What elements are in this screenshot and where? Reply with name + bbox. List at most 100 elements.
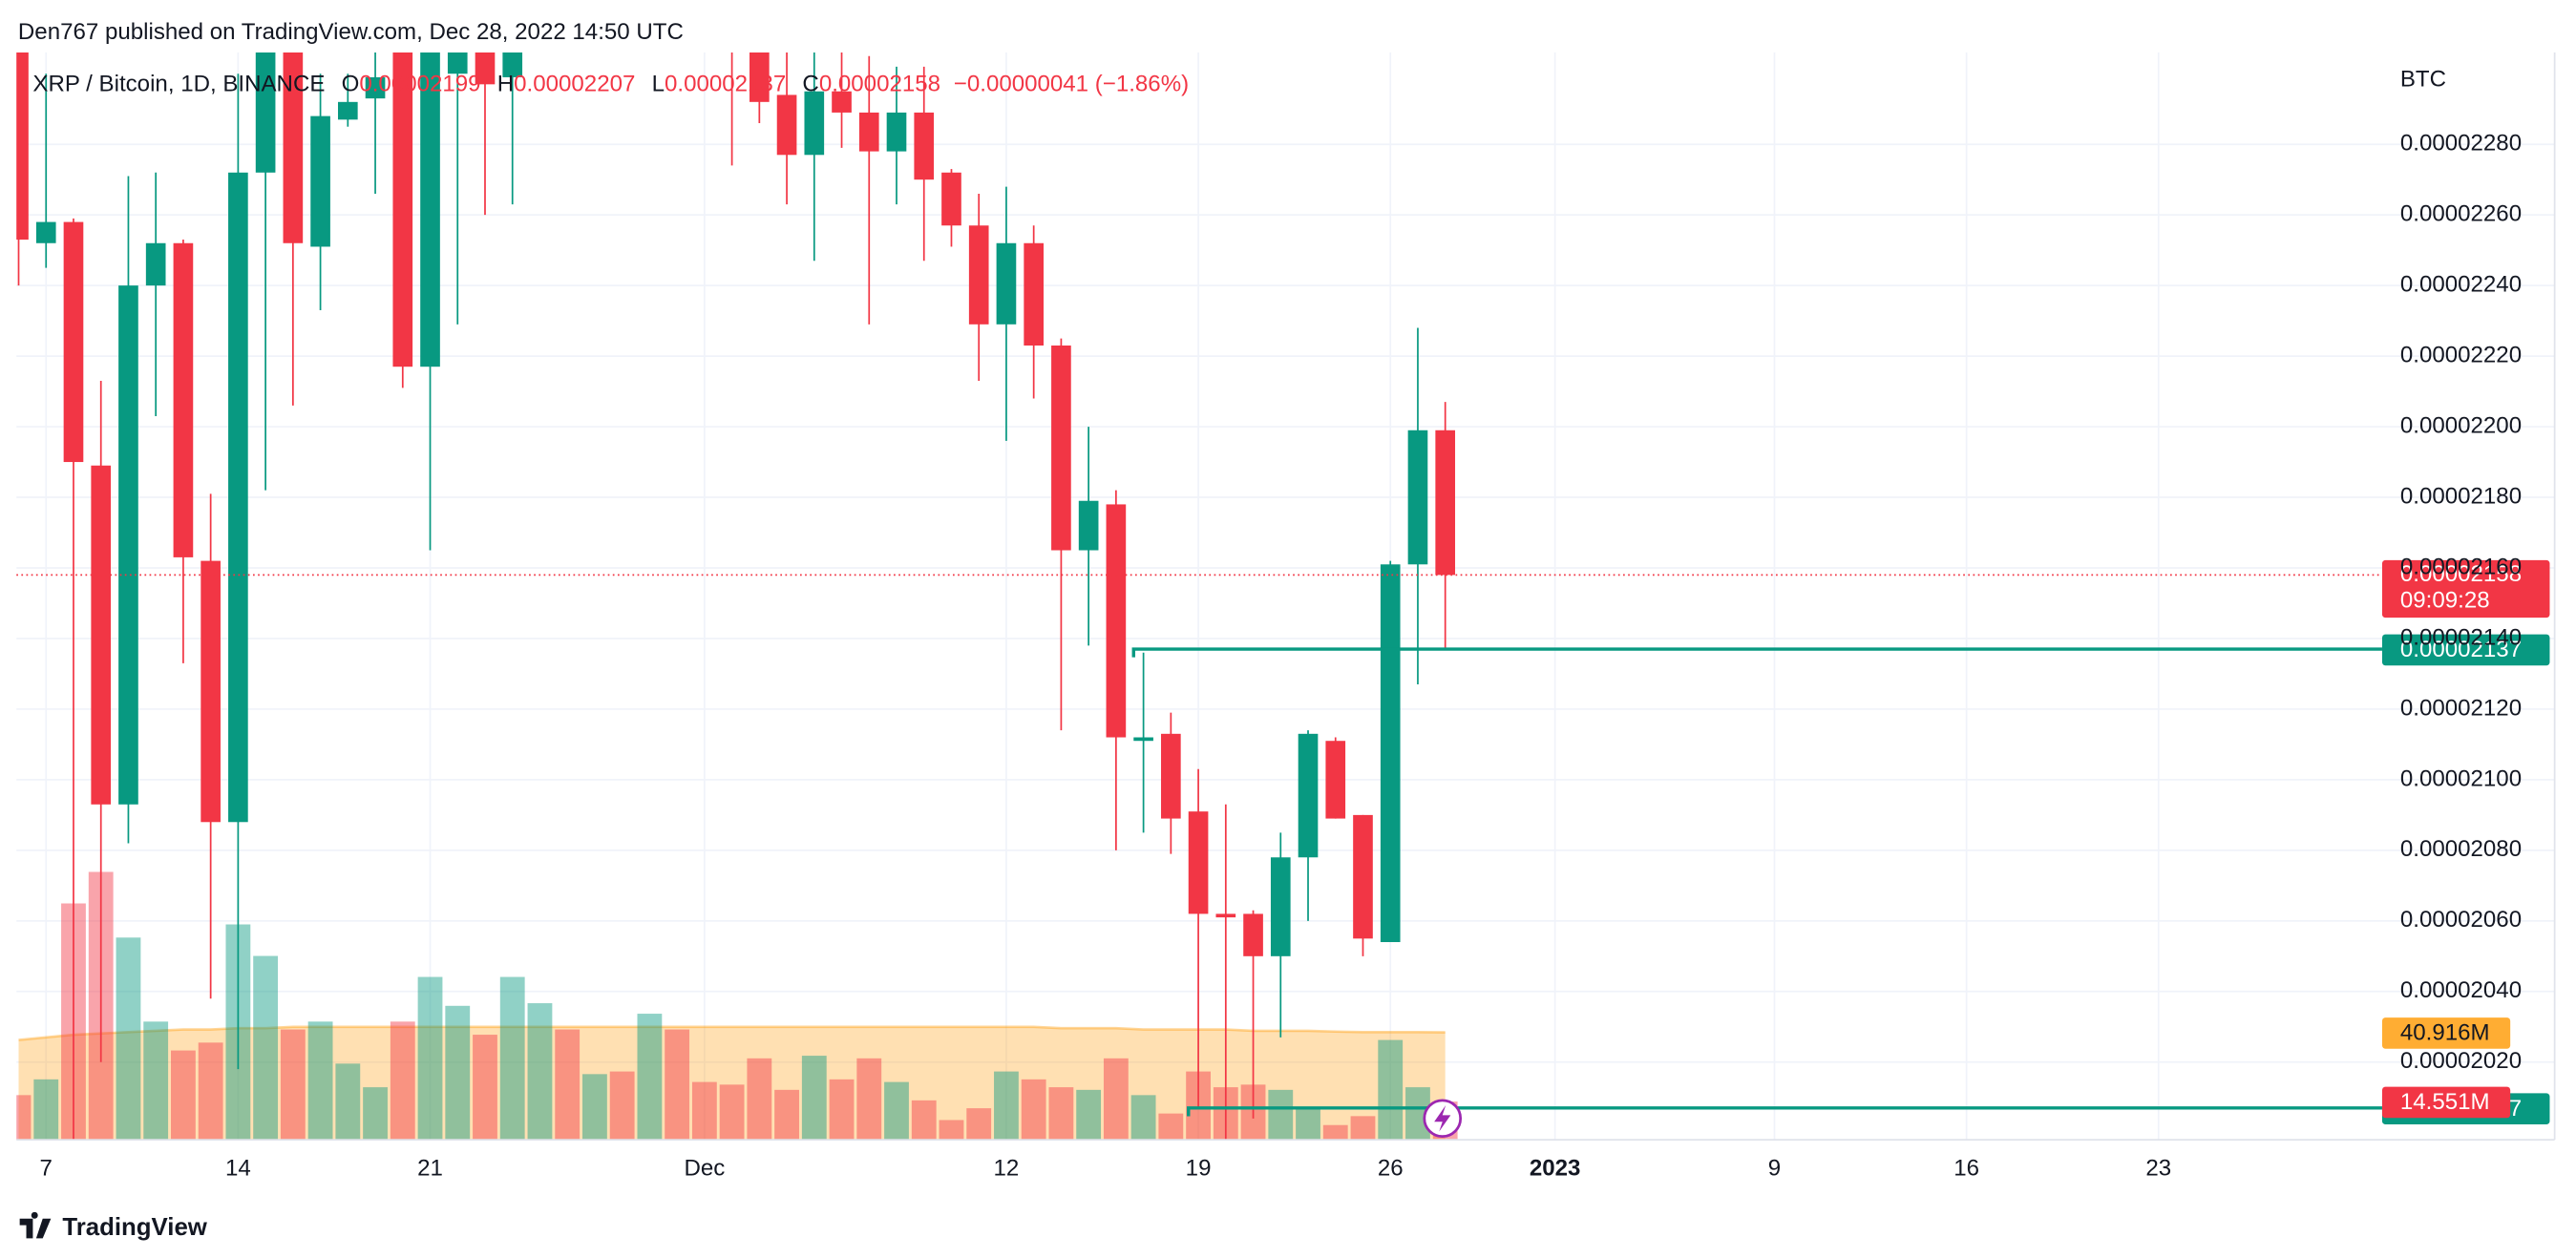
candle-body [63,221,84,463]
volume-bar [1076,1089,1102,1141]
volume-bar [665,1029,690,1141]
volume-bar [719,1084,745,1141]
brand: TradingView [62,1214,207,1241]
volume-bar [747,1058,772,1141]
volume-ma-line [18,1025,1446,1041]
candle-body [392,52,413,367]
volume-bar [445,1005,471,1141]
volume-bar [939,1120,964,1141]
candle-body [1133,737,1153,742]
candle-body [16,52,29,241]
candle-body [1353,814,1373,939]
volume-bar [390,1021,415,1141]
price-lines: 0.0000215809:09:280.000021370.0000200740… [16,559,2550,1125]
volume-ma-label: 40.916M [2400,1020,2490,1046]
y-tick-label: 0.00002080 [2400,836,2522,862]
candle-body [695,0,715,3]
x-tick-label: Dec [684,1155,725,1181]
candle-body [858,112,879,152]
last-price-label: 0.00002158 [2400,561,2522,587]
candle-body [1051,346,1071,551]
volume-bar [1268,1089,1294,1141]
candle-body [804,91,825,156]
candle-body [35,221,56,243]
candle-body [447,52,468,74]
y-tick-label: 0.00002240 [2400,271,2522,297]
legend-key: O [342,72,360,97]
y-tick-label: 0.00002220 [2400,342,2522,367]
legend-title: XRP / Bitcoin, 1D, BINANCE [32,72,325,97]
candle-body [585,0,605,10]
volume-bar [417,976,443,1141]
legend-key: H [497,72,514,97]
volume-bar [1350,1116,1376,1141]
candle-body [228,172,248,823]
candle-body [530,0,550,21]
candle-body [475,52,496,85]
publisher: Den767 published on TradingView.com, Dec… [18,19,684,45]
y-tick-label: 0.00002180 [2400,483,2522,509]
last-price-tag [2381,559,2550,619]
y-tick-label: 0.00002100 [2400,765,2522,791]
volume-bar [33,1079,59,1141]
candle-body [1380,564,1401,943]
x-tick-label: 16 [1953,1155,1979,1181]
axes: 0.00002020 0.00002040 0.00002060 0.00002080… [40,131,2523,1182]
volume-pane [16,871,1458,1141]
x-tick-label: 9 [1768,1155,1781,1181]
volume-ma-tag [2381,1017,2511,1049]
y-tick-label: 0.00002260 [2400,201,2522,227]
alert-icon[interactable] [1423,1099,1463,1139]
candle-body [337,101,358,120]
volume-bar [307,1021,333,1141]
volume-bar [1021,1079,1046,1141]
volume-bar [994,1071,1019,1141]
candle-body [1325,741,1346,819]
volume-bar [911,1100,937,1141]
candle-body [420,52,440,367]
candle-body [310,115,330,247]
legend-value: 0.00002137 [665,72,786,97]
volume-bar [1296,1108,1320,1141]
volume-bar [582,1074,607,1141]
candle-body [832,91,852,113]
candle-body [91,465,112,805]
price-pane [16,0,1456,1141]
candle-body [776,94,797,156]
candle-body [941,172,961,226]
candle-body [1243,913,1263,956]
volume-bar [16,1095,32,1141]
candle-body [1270,857,1291,956]
y-tick-label: 0.00002160 [2400,554,2522,579]
legend-key: L [652,72,665,97]
candle-body [1435,430,1456,576]
candle-body [1106,504,1127,738]
x-tick-label: 26 [1378,1155,1404,1181]
volume-bar [116,937,141,1141]
volume-bar [198,1042,223,1141]
candle-body [1407,430,1428,565]
volume-bar [1158,1113,1184,1141]
candle-body [722,0,742,21]
volume-bar [1048,1087,1074,1141]
volume-bar [637,1014,663,1141]
volume-bar [884,1081,909,1141]
volume-bar [527,1003,553,1141]
volume-bar [856,1058,882,1141]
candle-body [502,52,523,77]
price-line-tag [2381,634,2550,666]
volume-tag [2381,1086,2511,1119]
volume-bar [143,1021,169,1141]
volume-bar [691,1081,717,1141]
y-unit: BTC [2400,67,2446,93]
candle-body [1188,811,1209,914]
candle-body [283,52,304,243]
volume-bar [774,1089,799,1141]
x-tick-label: 7 [40,1155,53,1181]
volume-bar [171,1050,196,1141]
legend-change: −0.00000041 (−1.86%) [954,72,1189,97]
volume-bar [363,1087,388,1141]
volume-bar [966,1108,992,1141]
